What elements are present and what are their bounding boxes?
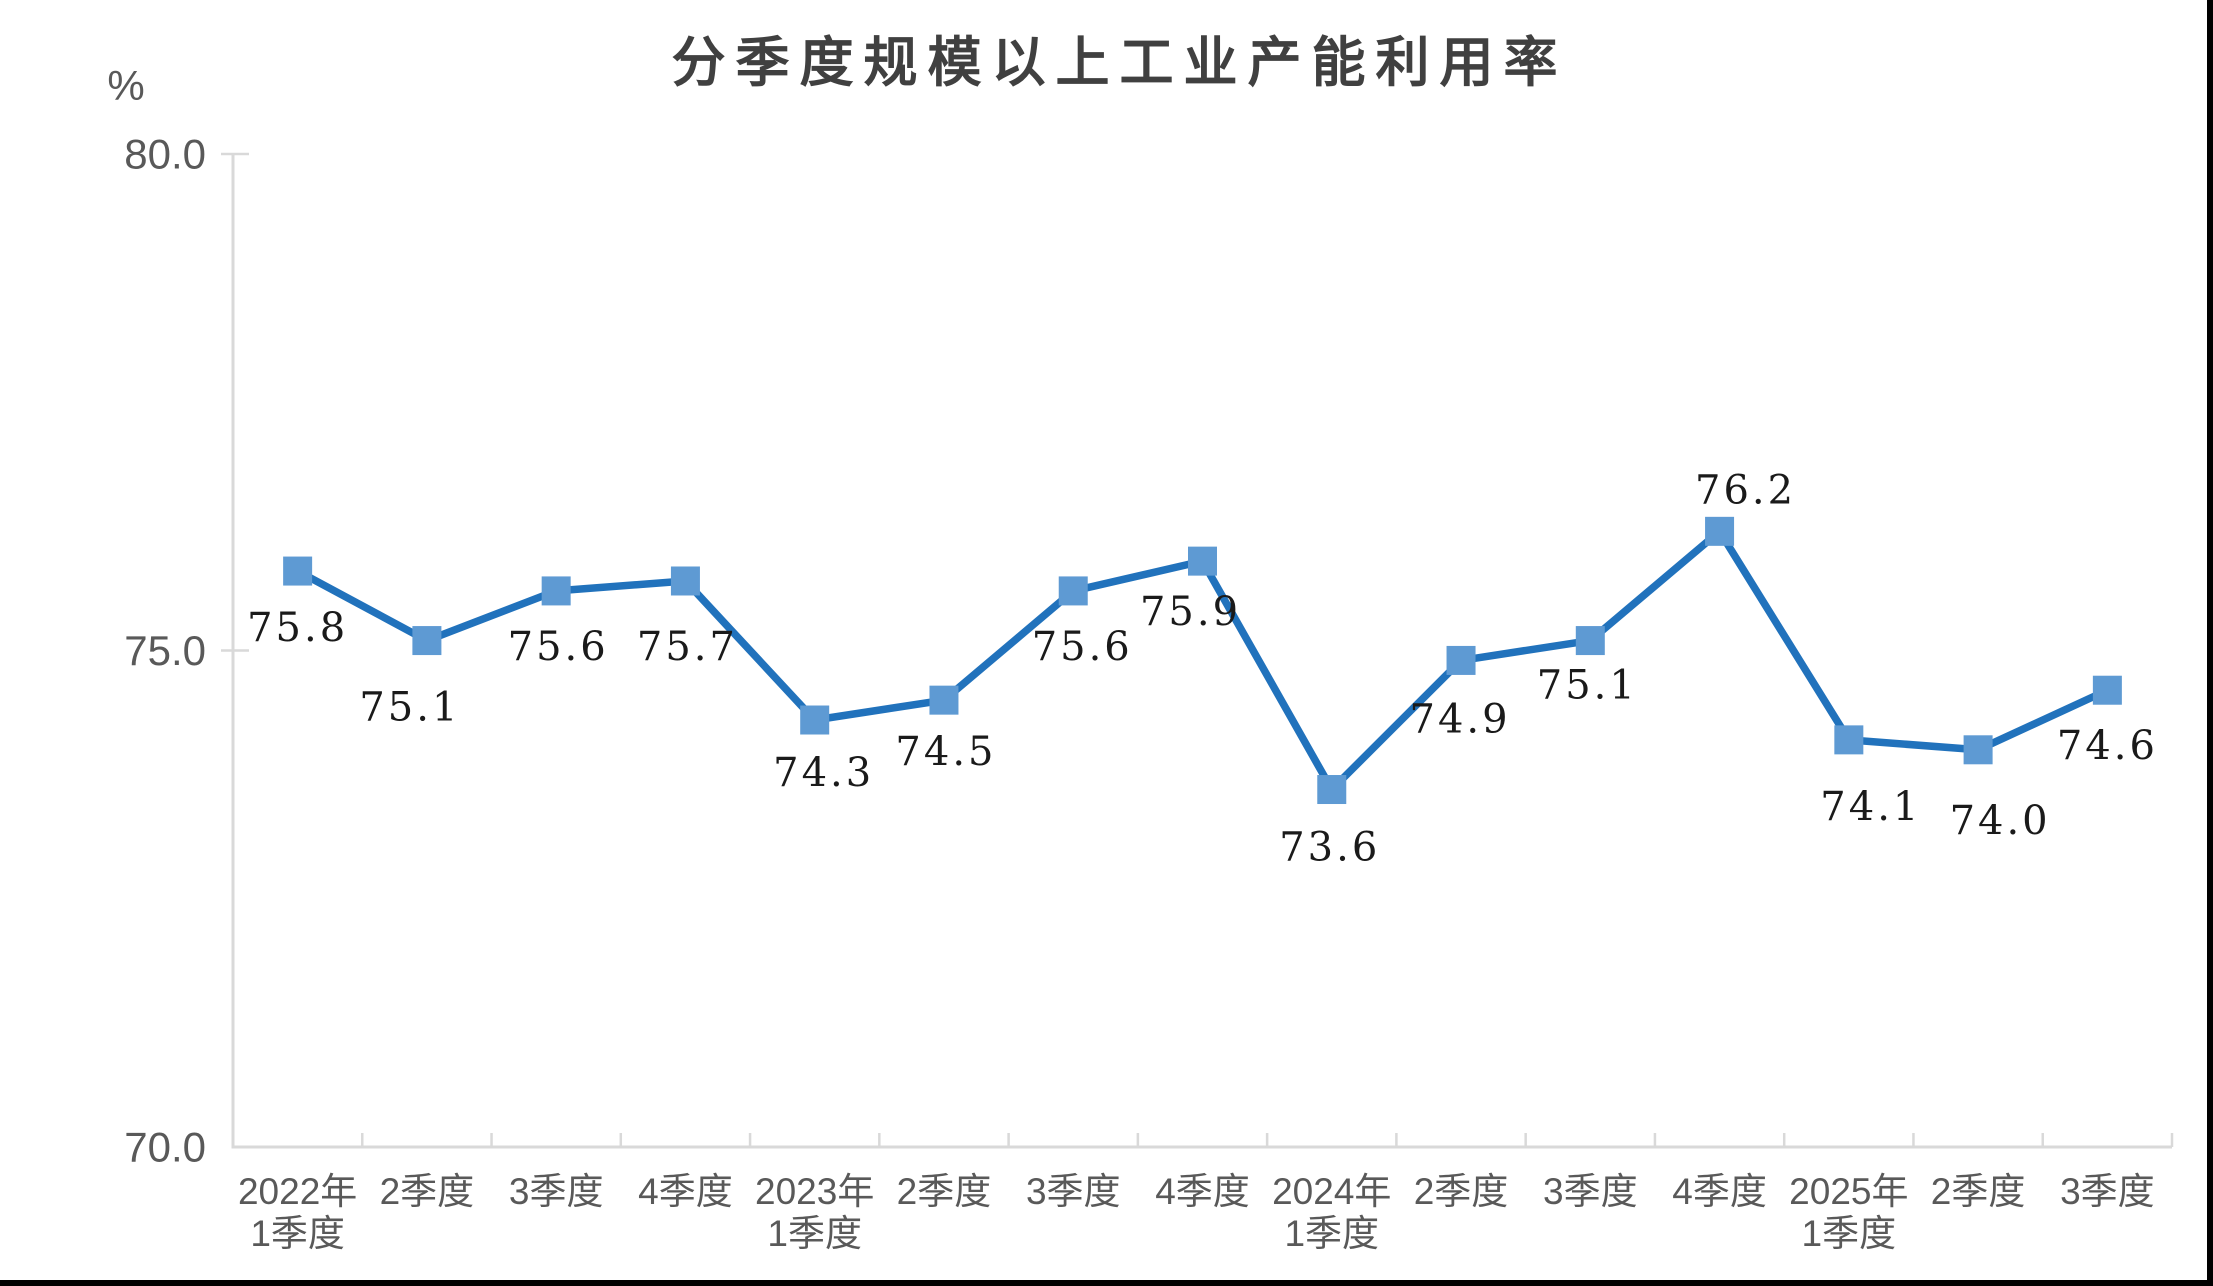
data-point-marker	[1963, 735, 1993, 765]
y-tick-label: 75.0	[124, 627, 206, 674]
x-tick-label: 2022年 1季度	[238, 1171, 357, 1254]
data-point-marker	[412, 626, 442, 656]
chart-title: 分季度规模以上工业产能利用率	[671, 33, 1568, 93]
data-label: 75.6	[1032, 624, 1133, 670]
x-tick-label: 2025年 1季度	[1789, 1171, 1908, 1254]
data-point-marker	[283, 556, 313, 586]
data-point-marker	[1446, 645, 1476, 675]
data-point-marker	[1834, 725, 1864, 755]
data-label: 75.1	[359, 685, 460, 731]
screenshot-right-edge	[2207, 0, 2213, 1286]
y-axis-unit-label: %	[107, 62, 145, 109]
data-label: 74.0	[1950, 798, 2051, 844]
data-label: 75.6	[508, 624, 609, 670]
screenshot-bottom-edge	[0, 1280, 2213, 1286]
data-label: 76.2	[1695, 467, 1796, 513]
x-tick-label: 2023年 1季度	[755, 1171, 874, 1254]
data-point-marker	[929, 685, 959, 715]
x-tick-label: 3季度	[1026, 1171, 1121, 1212]
x-tick-label: 2024年 1季度	[1272, 1171, 1391, 1254]
data-label: 75.9	[1140, 589, 1241, 635]
data-label: 74.9	[1410, 696, 1511, 742]
x-tick-label: 4季度	[1672, 1171, 1767, 1212]
data-label: 75.8	[247, 605, 348, 651]
data-point-marker	[1705, 516, 1735, 546]
data-label: 74.5	[895, 729, 996, 775]
data-point-marker	[1058, 576, 1088, 606]
x-tick-label: 3季度	[509, 1171, 604, 1212]
data-point-marker	[1188, 546, 1217, 576]
data-point-marker	[1575, 626, 1605, 656]
data-label: 74.6	[2057, 723, 2158, 769]
x-tick-label: 2季度	[1414, 1171, 1509, 1212]
x-tick-label: 2季度	[1931, 1171, 2026, 1212]
data-label: 74.3	[773, 750, 874, 796]
data-label: 74.1	[1820, 784, 1921, 830]
x-tick-label: 4季度	[1155, 1171, 1250, 1212]
data-label: 75.1	[1537, 663, 1638, 709]
data-point-marker	[2092, 675, 2122, 705]
data-label: 75.7	[637, 624, 738, 670]
data-point-marker	[800, 705, 830, 735]
x-tick-label: 2季度	[897, 1171, 992, 1212]
y-tick-label: 80.0	[124, 131, 206, 178]
data-point-marker	[541, 576, 571, 606]
data-point-marker	[1317, 775, 1347, 805]
x-tick-label: 4季度	[638, 1171, 733, 1212]
y-tick-label: 70.0	[124, 1124, 206, 1171]
x-tick-label: 3季度	[2060, 1171, 2155, 1212]
x-tick-label: 2季度	[380, 1171, 475, 1212]
data-label: 73.6	[1279, 825, 1380, 871]
x-tick-label: 3季度	[1543, 1171, 1638, 1212]
data-point-marker	[670, 566, 700, 596]
